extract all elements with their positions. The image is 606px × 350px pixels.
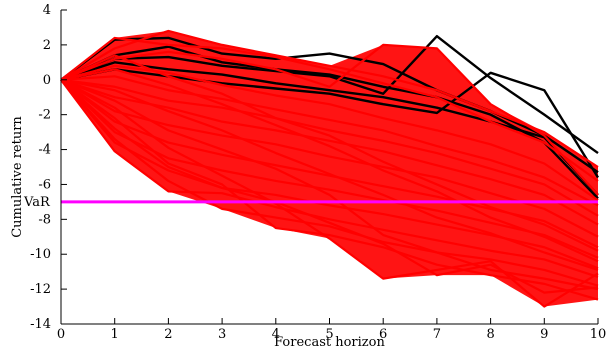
simulated-path-line (60, 36, 599, 182)
simulated-path-line (60, 78, 599, 308)
axes: 4 2 0 -2 -4 -6 -8 -10 -12 -14 0 1 2 3 4 5 6 7 8 9 10 (30, 3, 606, 342)
x-tick-label: 10 (590, 327, 606, 342)
y-tick-label: -4 (38, 143, 51, 158)
y-tick-label: -2 (38, 108, 51, 123)
x-tick-label: 3 (218, 327, 226, 342)
x-tick-label: 2 (164, 327, 172, 342)
simulated-path-line (60, 75, 599, 207)
y-tick-label: -14 (30, 317, 51, 332)
simulated-path-line (60, 54, 599, 252)
y-tick-label: -8 (38, 212, 51, 227)
simulated-path-line (60, 78, 599, 301)
x-tick-label: 4 (272, 327, 280, 342)
y-tick-label: 4 (43, 3, 51, 18)
y-tick-label: -6 (38, 177, 51, 192)
x-tick-label: 8 (486, 327, 494, 342)
var-label: VaR (23, 195, 51, 210)
x-axis-title: Forecast horizon (274, 335, 385, 350)
breach-path-line (60, 45, 599, 200)
simulated-path-line (60, 79, 599, 278)
y-tick-label: -12 (30, 282, 51, 297)
plot-lines (60, 29, 600, 308)
breach-path-line (60, 34, 599, 155)
simulated-path-line (60, 29, 599, 168)
x-tick-label: 5 (325, 327, 333, 342)
breach-path-line (60, 61, 599, 196)
y-tick-label: -10 (30, 247, 51, 262)
simulated-path-line (60, 43, 599, 196)
simulated-path-line (60, 78, 599, 217)
simulated-path-line (60, 79, 599, 287)
x-tick-label: 9 (540, 327, 548, 342)
x-tick-label: 0 (57, 327, 65, 342)
simulated-path-line (60, 78, 599, 291)
x-tick-label: 7 (433, 327, 441, 342)
simulated-path-line (60, 68, 599, 263)
x-tick-label: 1 (111, 327, 119, 342)
simulated-path-line (60, 78, 599, 294)
y-tick-label: 2 (43, 38, 51, 53)
simulated-path-line (60, 78, 599, 271)
breach-path-line (60, 68, 600, 179)
x-tick-label: 6 (379, 327, 387, 342)
y-axis-title: Cumulative return (10, 116, 25, 238)
y-tick-label: 0 (43, 73, 51, 88)
